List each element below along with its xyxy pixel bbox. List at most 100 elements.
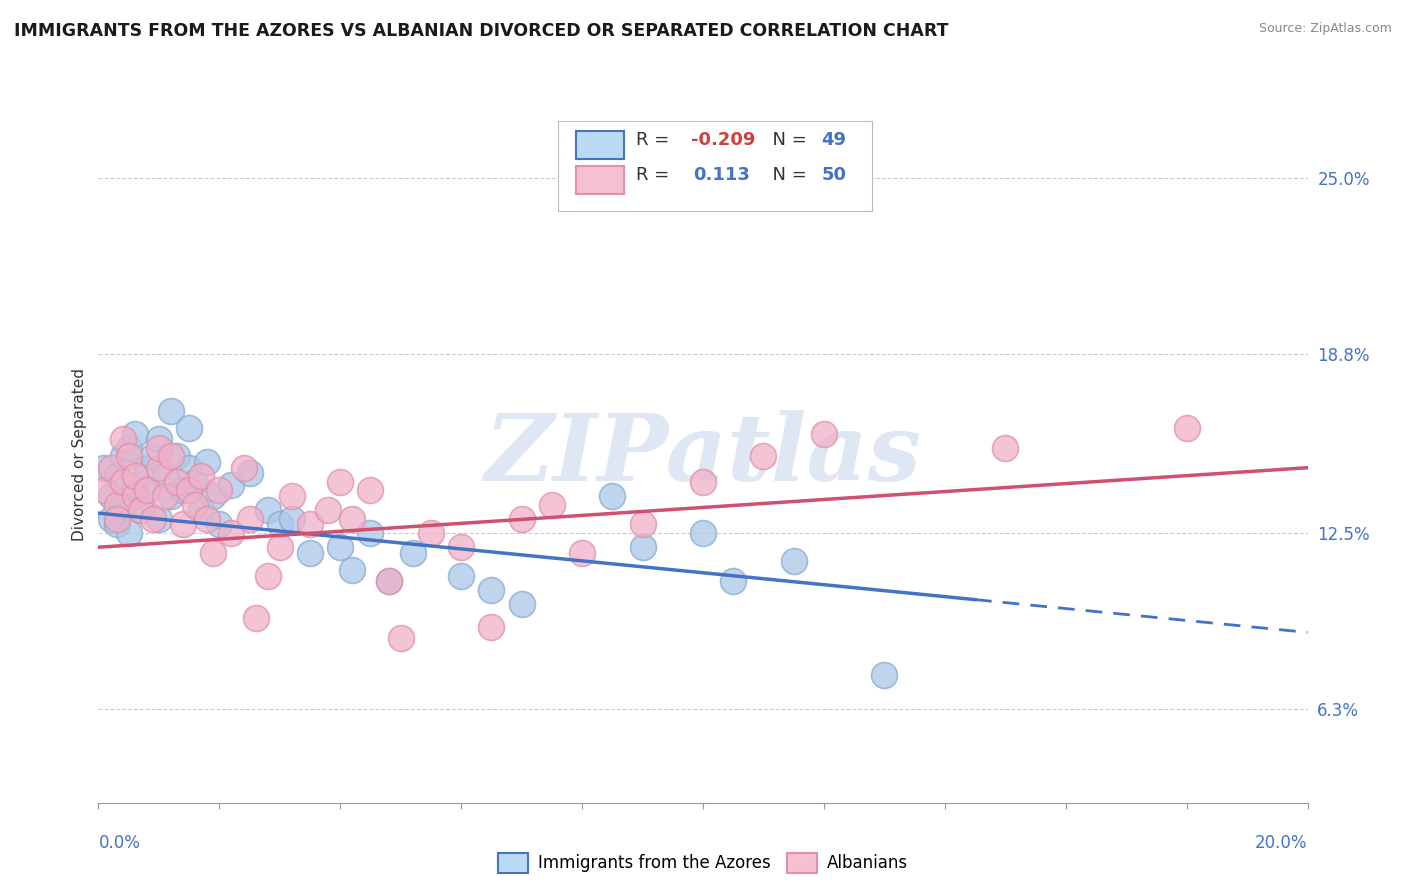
Point: [540, 498, 562, 512]
Point: [124, 477, 146, 491]
Point: [202, 489, 225, 503]
Point: [299, 517, 322, 532]
Text: N =: N =: [761, 131, 813, 150]
Point: [135, 460, 157, 475]
Point: [571, 546, 593, 560]
Point: [177, 460, 201, 475]
Point: [93, 460, 115, 475]
Point: [105, 512, 128, 526]
Point: [111, 432, 134, 446]
Point: [245, 611, 267, 625]
Point: [177, 421, 201, 435]
Text: 0.0%: 0.0%: [98, 834, 141, 852]
Point: [166, 475, 188, 489]
Point: [100, 460, 122, 475]
Point: [166, 450, 188, 464]
Point: [450, 568, 472, 582]
Point: [93, 483, 115, 498]
Point: [160, 489, 183, 503]
Point: [142, 450, 165, 464]
Point: [195, 455, 218, 469]
Point: [377, 574, 399, 589]
Point: [782, 554, 804, 568]
Point: [873, 668, 896, 682]
Point: [329, 475, 352, 489]
Point: [419, 526, 441, 541]
Text: R =: R =: [637, 131, 675, 150]
Point: [631, 540, 654, 554]
Point: [202, 546, 225, 560]
Text: 50: 50: [821, 166, 846, 185]
Point: [124, 426, 146, 441]
FancyBboxPatch shape: [576, 166, 624, 194]
Text: R =: R =: [637, 166, 682, 185]
Point: [281, 489, 304, 503]
Point: [118, 441, 141, 455]
Point: [631, 517, 654, 532]
Point: [105, 498, 128, 512]
Point: [510, 597, 533, 611]
Point: [135, 483, 157, 498]
Point: [105, 469, 128, 483]
Text: ZIPatlas: ZIPatlas: [485, 410, 921, 500]
Point: [692, 475, 714, 489]
Point: [177, 483, 201, 498]
Point: [190, 503, 212, 517]
Point: [389, 631, 412, 645]
Point: [129, 503, 152, 517]
FancyBboxPatch shape: [576, 131, 624, 159]
Point: [360, 526, 382, 541]
Point: [256, 568, 278, 582]
Point: [269, 540, 291, 554]
Point: [111, 498, 134, 512]
Text: 49: 49: [821, 131, 846, 150]
Point: [105, 517, 128, 532]
Point: [299, 546, 322, 560]
Point: [153, 469, 176, 483]
Point: [692, 526, 714, 541]
Point: [752, 450, 775, 464]
Point: [190, 469, 212, 483]
Point: [602, 489, 624, 503]
Text: IMMIGRANTS FROM THE AZORES VS ALBANIAN DIVORCED OR SEPARATED CORRELATION CHART: IMMIGRANTS FROM THE AZORES VS ALBANIAN D…: [14, 22, 949, 40]
Point: [208, 517, 231, 532]
Point: [100, 489, 122, 503]
Text: Source: ZipAtlas.com: Source: ZipAtlas.com: [1258, 22, 1392, 36]
Point: [510, 512, 533, 526]
Point: [160, 450, 183, 464]
Point: [118, 526, 141, 541]
Point: [402, 546, 425, 560]
Point: [342, 512, 364, 526]
Point: [208, 483, 231, 498]
Point: [481, 582, 503, 597]
Point: [450, 540, 472, 554]
Point: [316, 503, 339, 517]
Point: [377, 574, 399, 589]
Point: [342, 563, 364, 577]
Point: [124, 469, 146, 483]
Y-axis label: Divorced or Separated: Divorced or Separated: [72, 368, 87, 541]
Point: [721, 574, 744, 589]
Point: [124, 489, 146, 503]
Point: [172, 517, 194, 532]
Point: [239, 512, 262, 526]
Point: [148, 432, 170, 446]
Point: [111, 450, 134, 464]
Text: N =: N =: [761, 166, 813, 185]
Point: [160, 404, 183, 418]
Point: [329, 540, 352, 554]
Point: [195, 512, 218, 526]
FancyBboxPatch shape: [558, 121, 872, 211]
Text: 0.113: 0.113: [693, 166, 751, 185]
Point: [135, 483, 157, 498]
Point: [142, 512, 165, 526]
Point: [129, 503, 152, 517]
Point: [111, 475, 134, 489]
Point: [172, 483, 194, 498]
Point: [269, 517, 291, 532]
Point: [184, 475, 207, 489]
Point: [100, 512, 122, 526]
Point: [148, 460, 170, 475]
Point: [281, 512, 304, 526]
Point: [118, 450, 141, 464]
